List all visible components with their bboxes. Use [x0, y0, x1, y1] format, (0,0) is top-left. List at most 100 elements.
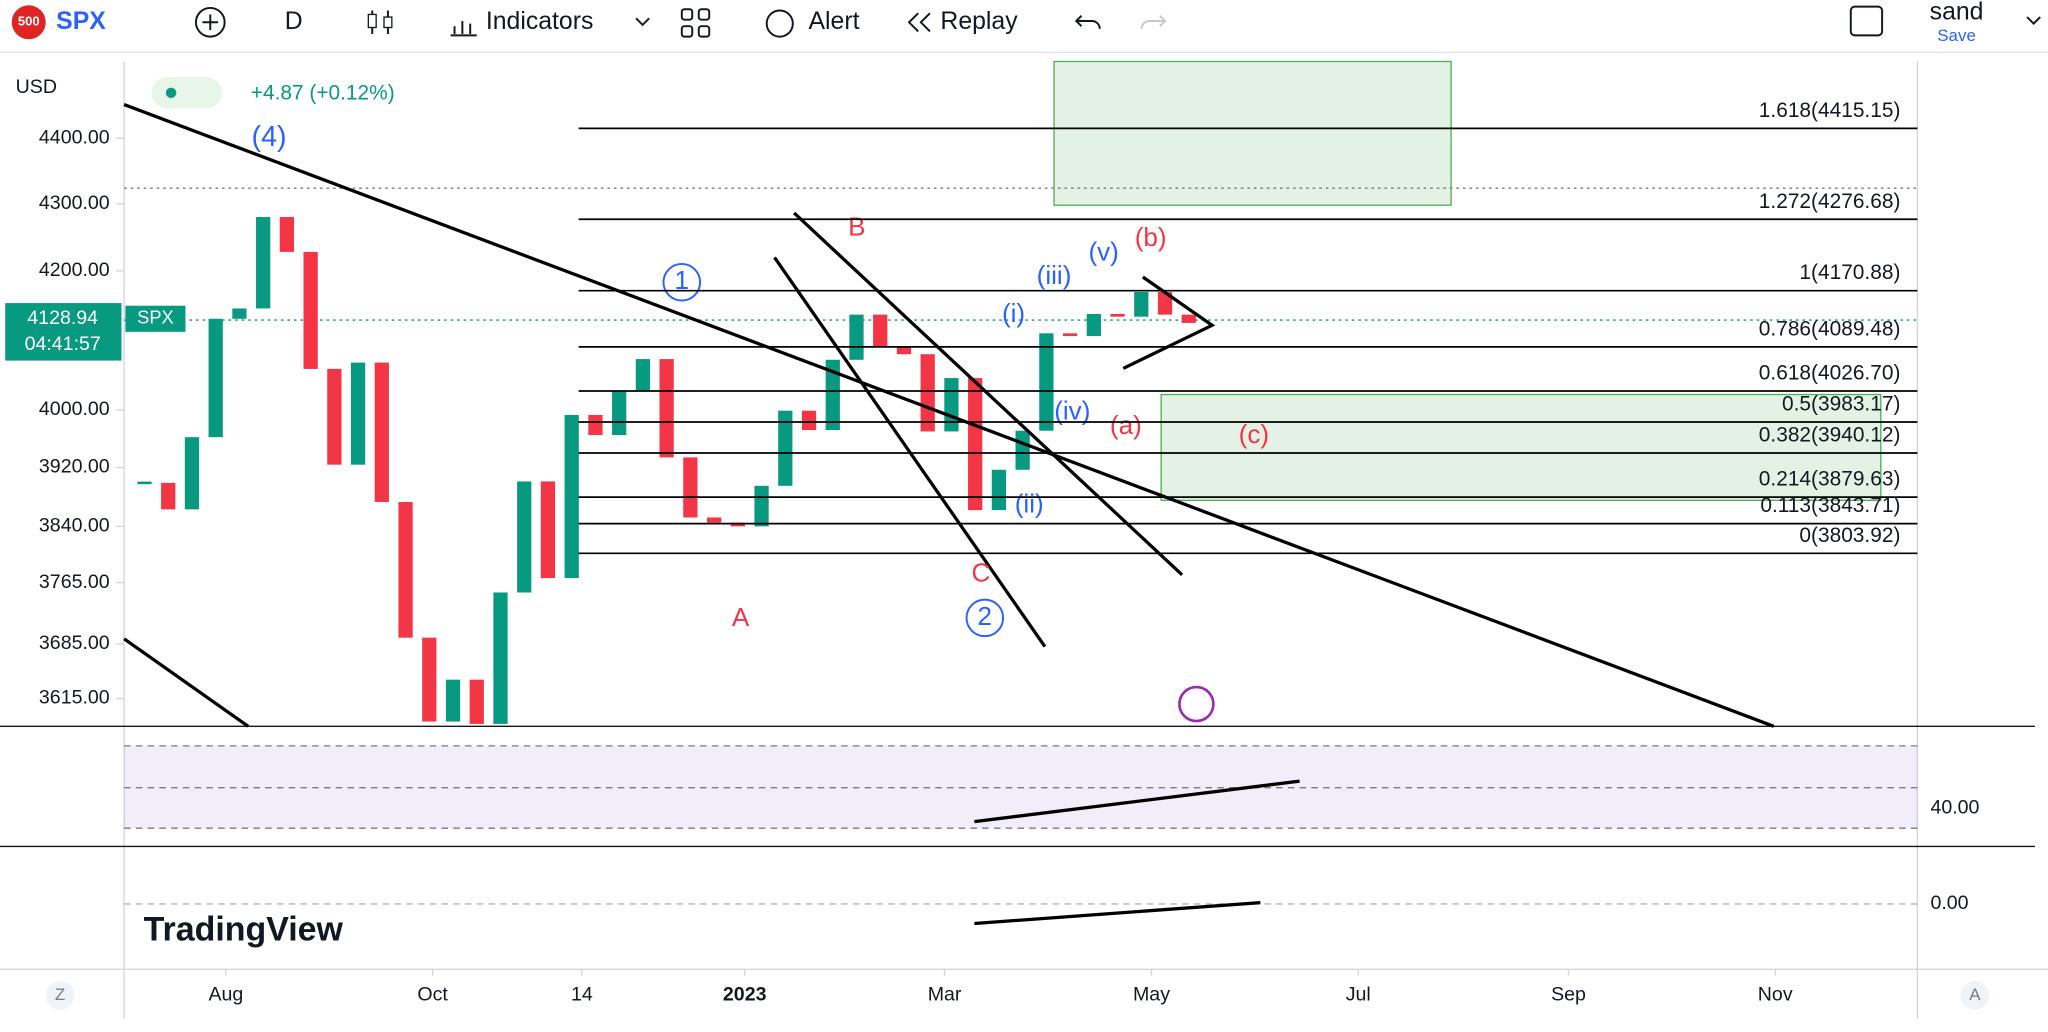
y-tick-label: 3685.00 — [39, 632, 110, 654]
save[interactable]: Save — [1937, 26, 1976, 45]
dropdown[interactable] — [635, 17, 650, 27]
fib-label: 1.272(4276.68) — [1759, 190, 1901, 213]
zoom-button[interactable] — [45, 980, 75, 1010]
wave-label: (a) — [1110, 410, 1142, 440]
wave-label: B — [848, 212, 865, 242]
rsi-trendline — [974, 779, 1300, 824]
toolbar — [0, 0, 2048, 53]
symbol-badge[interactable] — [11, 5, 46, 40]
y-tick-label: 3840.00 — [39, 515, 110, 537]
y-tick-label: 3765.00 — [39, 571, 110, 593]
candle — [873, 314, 888, 347]
candle — [754, 485, 769, 527]
fib-label: 1.618(4415.15) — [1759, 99, 1901, 122]
layouts-icon[interactable] — [680, 8, 711, 38]
wave-label: (iv) — [1054, 396, 1090, 426]
x-tick-label: 2023 — [723, 984, 767, 1006]
candle — [184, 437, 200, 510]
fib-label: 0.618(4026.70) — [1759, 362, 1901, 385]
candle — [232, 308, 247, 319]
fib-label: 0.214(3879.63) — [1759, 468, 1901, 491]
fib-label: 0.5(3983.17) — [1782, 393, 1900, 416]
candle-icon-body — [383, 16, 393, 29]
y-tick-label: 4000.00 — [39, 398, 110, 420]
fib-label: 0.113(3843.71) — [1760, 494, 1900, 517]
brand: TradingView — [144, 910, 344, 948]
replay-icon — [907, 12, 931, 33]
wave-label: 1 — [675, 265, 690, 295]
wave-circle — [662, 262, 702, 302]
candle — [327, 368, 342, 465]
price-tag — [5, 303, 122, 361]
candle — [968, 378, 983, 511]
candle — [256, 217, 271, 309]
alert-icon — [765, 9, 794, 38]
candle — [778, 410, 793, 486]
candle — [920, 354, 935, 432]
candle — [730, 522, 745, 527]
candle — [1086, 313, 1101, 337]
indicators[interactable]: Indicators — [486, 8, 594, 35]
candle — [445, 679, 461, 722]
pane-borders — [0, 61, 2048, 1019]
x-tick-label: Jul — [1346, 984, 1371, 1006]
fib-label: 0(3803.92) — [1799, 524, 1900, 547]
candles — [137, 217, 1196, 724]
candle — [1062, 333, 1078, 337]
candle — [469, 679, 484, 724]
undo[interactable] — [1074, 15, 1101, 29]
auto-button[interactable] — [1960, 980, 1990, 1010]
candle — [564, 414, 579, 579]
change: +4.87 (+0.12%) — [251, 82, 395, 105]
wave-label: (iii) — [1037, 260, 1072, 290]
candle — [374, 362, 389, 502]
candle — [991, 469, 1007, 511]
rsi-label: 40.00 — [1930, 797, 1979, 819]
last-price: 4128.94 — [27, 307, 98, 329]
interval[interactable]: D — [285, 8, 303, 35]
alert[interactable]: Alert — [808, 8, 859, 35]
candle — [612, 391, 627, 436]
candle — [825, 359, 840, 430]
wave-label: (c) — [1239, 419, 1269, 449]
y-tick-label: 4300.00 — [39, 192, 110, 214]
user-name[interactable]: sand — [1930, 0, 1984, 26]
auto-label: A — [1969, 985, 1981, 1004]
target-zone — [1053, 60, 1452, 206]
candle — [1015, 430, 1030, 470]
macd-trendline — [974, 900, 1261, 926]
x-tick-label: Aug — [208, 984, 243, 1006]
x-tick-label: Oct — [417, 984, 448, 1006]
support-zone — [1160, 393, 1882, 501]
candle — [161, 482, 176, 510]
x-tick-label: Sep — [1551, 984, 1586, 1006]
candle — [944, 378, 959, 432]
menu-dropdown[interactable] — [2026, 16, 2041, 25]
candle — [540, 481, 556, 579]
ideas-button[interactable] — [1178, 685, 1215, 723]
candle — [849, 314, 864, 360]
redo[interactable] — [1140, 15, 1167, 29]
x-tick-label: Mar — [928, 984, 962, 1006]
x-tick-label: May — [1133, 984, 1170, 1006]
wave-label: (b) — [1135, 222, 1167, 252]
candle — [1181, 314, 1196, 323]
candle — [350, 362, 366, 465]
layout-button[interactable] — [1849, 5, 1884, 37]
countdown: 04:41:57 — [25, 333, 101, 355]
status-pill — [151, 77, 223, 109]
candle — [422, 637, 437, 722]
wave-label: (4) — [252, 121, 287, 153]
replay[interactable]: Replay — [940, 8, 1018, 35]
wave-label: (i) — [1002, 298, 1025, 328]
add-symbol[interactable] — [194, 6, 226, 38]
wave-label: C — [971, 558, 990, 588]
candle — [635, 359, 651, 392]
candle — [493, 592, 508, 724]
candle — [1134, 291, 1149, 317]
symbol-tag — [125, 305, 186, 332]
symbol[interactable]: SPX — [56, 8, 106, 35]
currency[interactable]: USD — [16, 76, 57, 98]
symbol-tag-text: SPX — [137, 307, 174, 328]
